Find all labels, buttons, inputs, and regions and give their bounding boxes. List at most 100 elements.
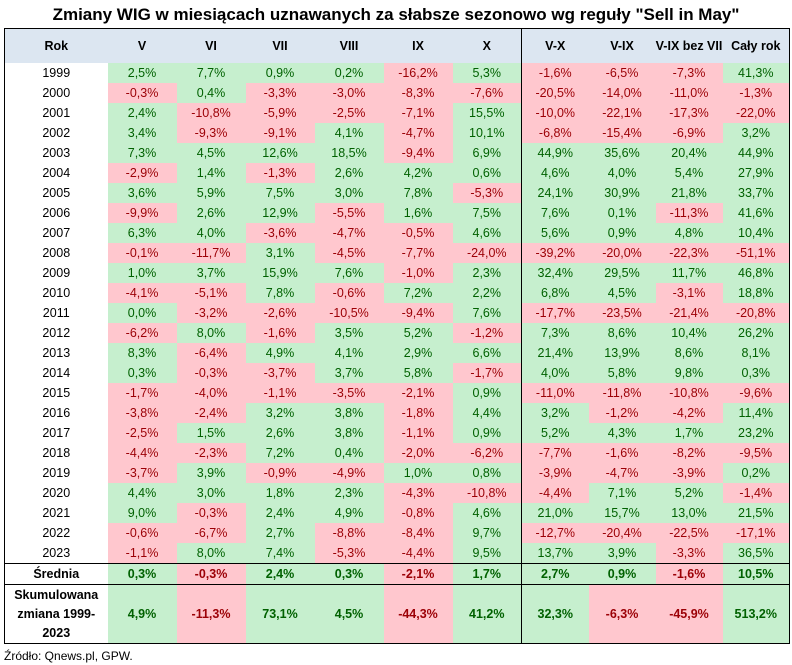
value-cell: 35,6% xyxy=(588,143,656,163)
value-cell: 9,5% xyxy=(452,543,522,564)
cumulative-value-cell: 513,2% xyxy=(722,584,790,644)
value-cell: 24,1% xyxy=(521,183,589,203)
value-cell: 4,6% xyxy=(452,223,522,243)
value-cell: 8,6% xyxy=(655,343,723,363)
column-header-caly-rok: Cały rok xyxy=(722,28,790,63)
value-cell: 21,8% xyxy=(655,183,723,203)
average-value-cell: -2,1% xyxy=(383,563,453,585)
value-cell: -4,4% xyxy=(383,543,453,564)
value-cell: 0,4% xyxy=(314,443,384,463)
value-cell: -6,8% xyxy=(521,123,589,143)
table-row: 2018 -4,4% -2,3% 7,2% 0,4% -2,0% -6,2% -7,7% -1,… xyxy=(4,443,790,463)
value-cell: 21,5% xyxy=(722,503,790,523)
average-value-cell: 2,4% xyxy=(245,563,315,585)
value-cell: 12,6% xyxy=(245,143,315,163)
column-header-v: V xyxy=(107,28,177,63)
value-cell: 3,9% xyxy=(588,543,656,564)
table-row: 2019 -3,7% 3,9% -0,9% -4,9% 1,0% 0,8% -3,9% -4,7… xyxy=(4,463,790,483)
value-cell: -11,8% xyxy=(588,383,656,403)
value-cell: -16,2% xyxy=(383,63,453,83)
value-cell: 7,8% xyxy=(245,283,315,303)
value-cell: 46,8% xyxy=(722,263,790,283)
value-cell: 0,6% xyxy=(452,163,522,183)
value-cell: -7,1% xyxy=(383,103,453,123)
year-cell: 2011 xyxy=(4,303,108,323)
value-cell: 5,8% xyxy=(588,363,656,383)
table-row: 2003 7,3% 4,5% 12,6% 18,5% -9,4% 6,9% 44,9% 35,6… xyxy=(4,143,790,163)
value-cell: 2,6% xyxy=(245,423,315,443)
value-cell: -1,1% xyxy=(107,543,177,564)
value-cell: 3,2% xyxy=(722,123,790,143)
year-cell: 2014 xyxy=(4,363,108,383)
value-cell: -3,8% xyxy=(107,403,177,423)
value-cell: -3,2% xyxy=(176,303,246,323)
value-cell: -7,7% xyxy=(383,243,453,263)
year-cell: 2021 xyxy=(4,503,108,523)
value-cell: -0,8% xyxy=(383,503,453,523)
value-cell: 13,7% xyxy=(521,543,589,564)
value-cell: 41,3% xyxy=(722,63,790,83)
value-cell: 4,5% xyxy=(588,283,656,303)
value-cell: -1,6% xyxy=(245,323,315,343)
value-cell: -10,0% xyxy=(521,103,589,123)
value-cell: 0,0% xyxy=(107,303,177,323)
year-cell: 2009 xyxy=(4,263,108,283)
value-cell: 1,8% xyxy=(245,483,315,503)
value-cell: 4,6% xyxy=(521,163,589,183)
value-cell: -1,7% xyxy=(452,363,522,383)
value-cell: -3,7% xyxy=(245,363,315,383)
table-row: 2002 3,4% -9,3% -9,1% 4,1% -4,7% 10,1% -6,8% -15… xyxy=(4,123,790,143)
value-cell: -4,7% xyxy=(383,123,453,143)
value-cell: 13,9% xyxy=(588,343,656,363)
value-cell: -11,0% xyxy=(655,83,723,103)
value-cell: 0,1% xyxy=(588,203,656,223)
year-cell: 2013 xyxy=(4,343,108,363)
value-cell: 26,2% xyxy=(722,323,790,343)
year-cell: 2004 xyxy=(4,163,108,183)
value-cell: 4,5% xyxy=(176,143,246,163)
value-cell: 5,9% xyxy=(176,183,246,203)
value-cell: -4,7% xyxy=(314,223,384,243)
value-cell: 10,1% xyxy=(452,123,522,143)
value-cell: 2,6% xyxy=(176,203,246,223)
value-cell: -4,2% xyxy=(655,403,723,423)
table-row: 2015 -1,7% -4,0% -1,1% -3,5% -2,1% 0,9% -11,0% -… xyxy=(4,383,790,403)
value-cell: -4,5% xyxy=(314,243,384,263)
value-cell: -15,4% xyxy=(588,123,656,143)
value-cell: -6,2% xyxy=(107,323,177,343)
value-cell: 3,2% xyxy=(245,403,315,423)
value-cell: 3,0% xyxy=(314,183,384,203)
value-cell: 7,5% xyxy=(245,183,315,203)
value-cell: 44,9% xyxy=(722,143,790,163)
value-cell: 7,6% xyxy=(314,263,384,283)
value-cell: 5,4% xyxy=(655,163,723,183)
cumulative-value-cell: -44,3% xyxy=(383,584,453,644)
year-cell: 2016 xyxy=(4,403,108,423)
value-cell: 30,9% xyxy=(588,183,656,203)
year-cell: 2018 xyxy=(4,443,108,463)
value-cell: -7,3% xyxy=(655,63,723,83)
value-cell: -5,3% xyxy=(314,543,384,564)
value-cell: -0,9% xyxy=(245,463,315,483)
value-cell: 10,4% xyxy=(722,223,790,243)
value-cell: 5,2% xyxy=(383,323,453,343)
value-cell: -1,3% xyxy=(245,163,315,183)
value-cell: -22,3% xyxy=(655,243,723,263)
value-cell: 36,5% xyxy=(722,543,790,564)
table-row: 2010 -4,1% -5,1% 7,8% -0,6% 7,2% 2,2% 6,8% 4,5% -… xyxy=(4,283,790,303)
value-cell: 4,1% xyxy=(314,343,384,363)
value-cell: -14,0% xyxy=(588,83,656,103)
value-cell: -22,0% xyxy=(722,103,790,123)
table-row: 2013 8,3% -6,4% 4,9% 4,1% 2,9% 6,6% 21,4% 13,9% 8… xyxy=(4,343,790,363)
column-header-rok: Rok xyxy=(4,28,108,63)
value-cell: -1,6% xyxy=(588,443,656,463)
value-cell: 1,7% xyxy=(655,423,723,443)
value-cell: 3,8% xyxy=(314,403,384,423)
average-value-cell: 10,5% xyxy=(722,563,790,585)
column-header-ix: IX xyxy=(383,28,453,63)
value-cell: -3,7% xyxy=(107,463,177,483)
value-cell: -1,0% xyxy=(383,263,453,283)
value-cell: 0,9% xyxy=(452,423,522,443)
value-cell: -1,6% xyxy=(521,63,589,83)
cumulative-label: Skumulowana zmiana 1999-2023 xyxy=(4,584,108,644)
